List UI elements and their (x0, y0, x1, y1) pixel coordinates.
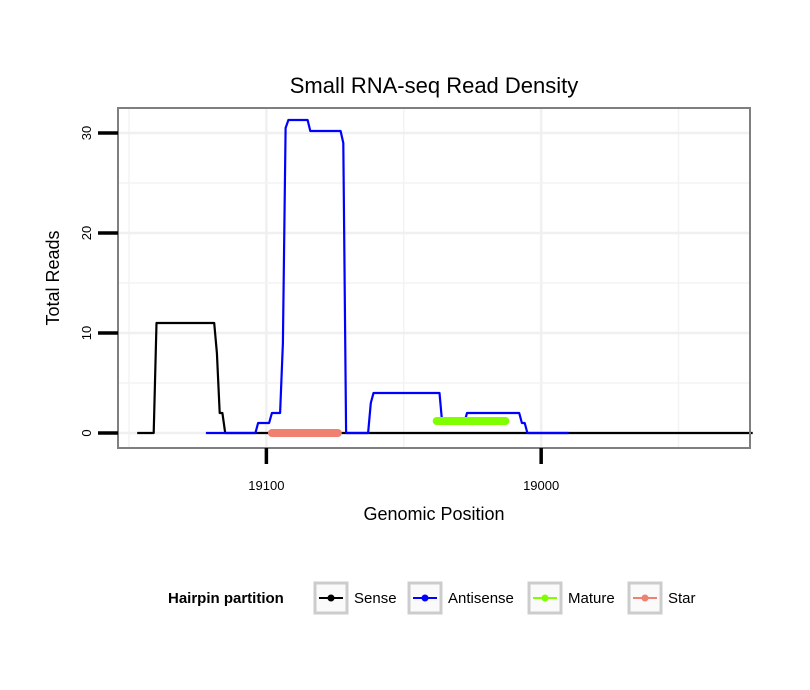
legend-key-point (641, 594, 649, 602)
y-tick-label: 20 (79, 226, 94, 240)
legend-key-point (421, 594, 429, 602)
x-tick-label: 19100 (248, 478, 284, 493)
legend-title: Hairpin partition (168, 590, 284, 607)
grid-lines (118, 108, 750, 448)
legend-item-antisense: Antisense (407, 581, 514, 615)
legend-item-mature: Mature (527, 581, 615, 615)
legend-label-sense: Sense (354, 590, 397, 607)
x-tick-label: 19000 (523, 478, 559, 493)
y-tick-label: 10 (79, 326, 94, 340)
legend-label-star: Star (668, 590, 696, 607)
chart-title: Small RNA-seq Read Density (290, 73, 579, 98)
legend-item-sense: Sense (313, 581, 397, 615)
y-tick-label: 0 (79, 429, 94, 436)
legend: Hairpin partition Sense Antisense Mature Sta… (168, 581, 696, 615)
legend-label-mature: Mature (568, 590, 615, 607)
data-series (137, 118, 753, 437)
series-line-antisense (205, 118, 569, 435)
y-axis-title: Total Reads (43, 230, 63, 325)
y-tick-label: 30 (79, 126, 94, 140)
legend-label-antisense: Antisense (448, 590, 514, 607)
x-axis-title: Genomic Position (363, 504, 504, 524)
legend-key-point (541, 594, 549, 602)
plot-panel-border (117, 107, 751, 449)
axes: 19100 19000 0 10 20 30 (79, 126, 559, 493)
legend-item-star: Star (627, 581, 696, 615)
series-line-sense (137, 321, 753, 435)
legend-key-point (327, 594, 335, 602)
